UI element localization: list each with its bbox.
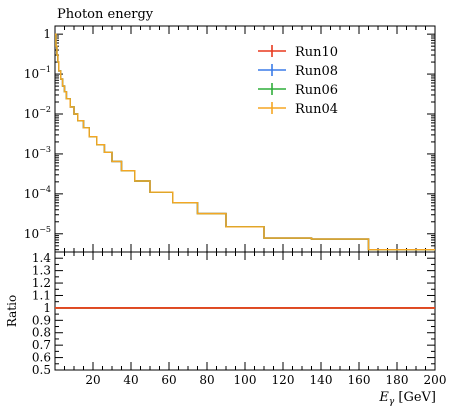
series-line-run06 — [55, 33, 435, 251]
ratio-y-tick-label: 1.1 — [32, 288, 51, 302]
chart-title: Photon energy — [57, 7, 154, 22]
ratio-axis-label: Ratio — [5, 295, 19, 327]
legend-label: Run10 — [295, 45, 338, 60]
legend-label: Run04 — [295, 102, 338, 117]
ratio-y-tick-label: 0.6 — [32, 351, 51, 365]
main-panel: 1 10−1 10−2 10−3 10−4 10−5 — [24, 25, 436, 253]
x-tick-label: 80 — [199, 373, 214, 387]
ratio-y-tick-label: 0.8 — [32, 326, 51, 340]
x-tick-label: 60 — [161, 373, 176, 387]
x-tick-label: 160 — [348, 373, 371, 387]
y-tick-label: 10−5 — [24, 225, 51, 241]
x-axis-label: Eγ [GeV] — [378, 390, 436, 407]
x-tick-label: 180 — [386, 373, 409, 387]
ratio-panel: 20 40 60 80 100 120 140 160 180 200 0.50.60.70.80.… — [32, 251, 447, 387]
ratio-y-tick-label: 0.7 — [32, 338, 51, 352]
x-tick-label: 140 — [310, 373, 333, 387]
x-axis-label-sub: γ — [389, 397, 395, 407]
x-axis-label-main: E — [378, 390, 389, 405]
legend-label: Run06 — [295, 83, 338, 98]
ratio-y-tick-label: 0.9 — [32, 313, 51, 327]
x-tick-label: 200 — [424, 373, 447, 387]
x-axis-label-unit: [GeV] — [394, 390, 436, 405]
x-tick-label: 40 — [123, 373, 138, 387]
series-line-run10 — [55, 33, 435, 251]
ratio-y-tick-label: 1.2 — [32, 276, 51, 290]
y-tick-label: 1 — [43, 27, 51, 41]
ratio-plot-frame — [54, 251, 436, 371]
ratio-y-tick-label: 0.5 — [32, 363, 51, 377]
x-tick-label: 120 — [272, 373, 295, 387]
x-tick-label: 20 — [85, 373, 100, 387]
ratio-y-tick-label: 1.3 — [32, 264, 51, 278]
y-tick-label: 10−2 — [24, 105, 51, 121]
y-tick-label: 10−3 — [24, 145, 51, 161]
y-tick-label: 10−4 — [24, 185, 51, 201]
series-line-run08 — [55, 33, 435, 251]
legend-entry-run04: Run04 — [258, 102, 338, 117]
series-line-run04 — [55, 33, 435, 251]
main-plot-frame — [54, 25, 436, 253]
legend-entry-run08: Run08 — [258, 64, 338, 79]
y-tick-label: 10−1 — [24, 65, 51, 81]
legend: Run10 Run08 Run06 Run04 — [258, 45, 338, 117]
x-tick-label: 100 — [234, 373, 257, 387]
ratio-y-tick-label: 1.4 — [32, 251, 51, 265]
legend-entry-run10: Run10 — [258, 45, 338, 60]
legend-entry-run06: Run06 — [258, 83, 338, 98]
ratio-y-tick-label: 1 — [43, 301, 51, 315]
legend-label: Run08 — [295, 64, 338, 79]
